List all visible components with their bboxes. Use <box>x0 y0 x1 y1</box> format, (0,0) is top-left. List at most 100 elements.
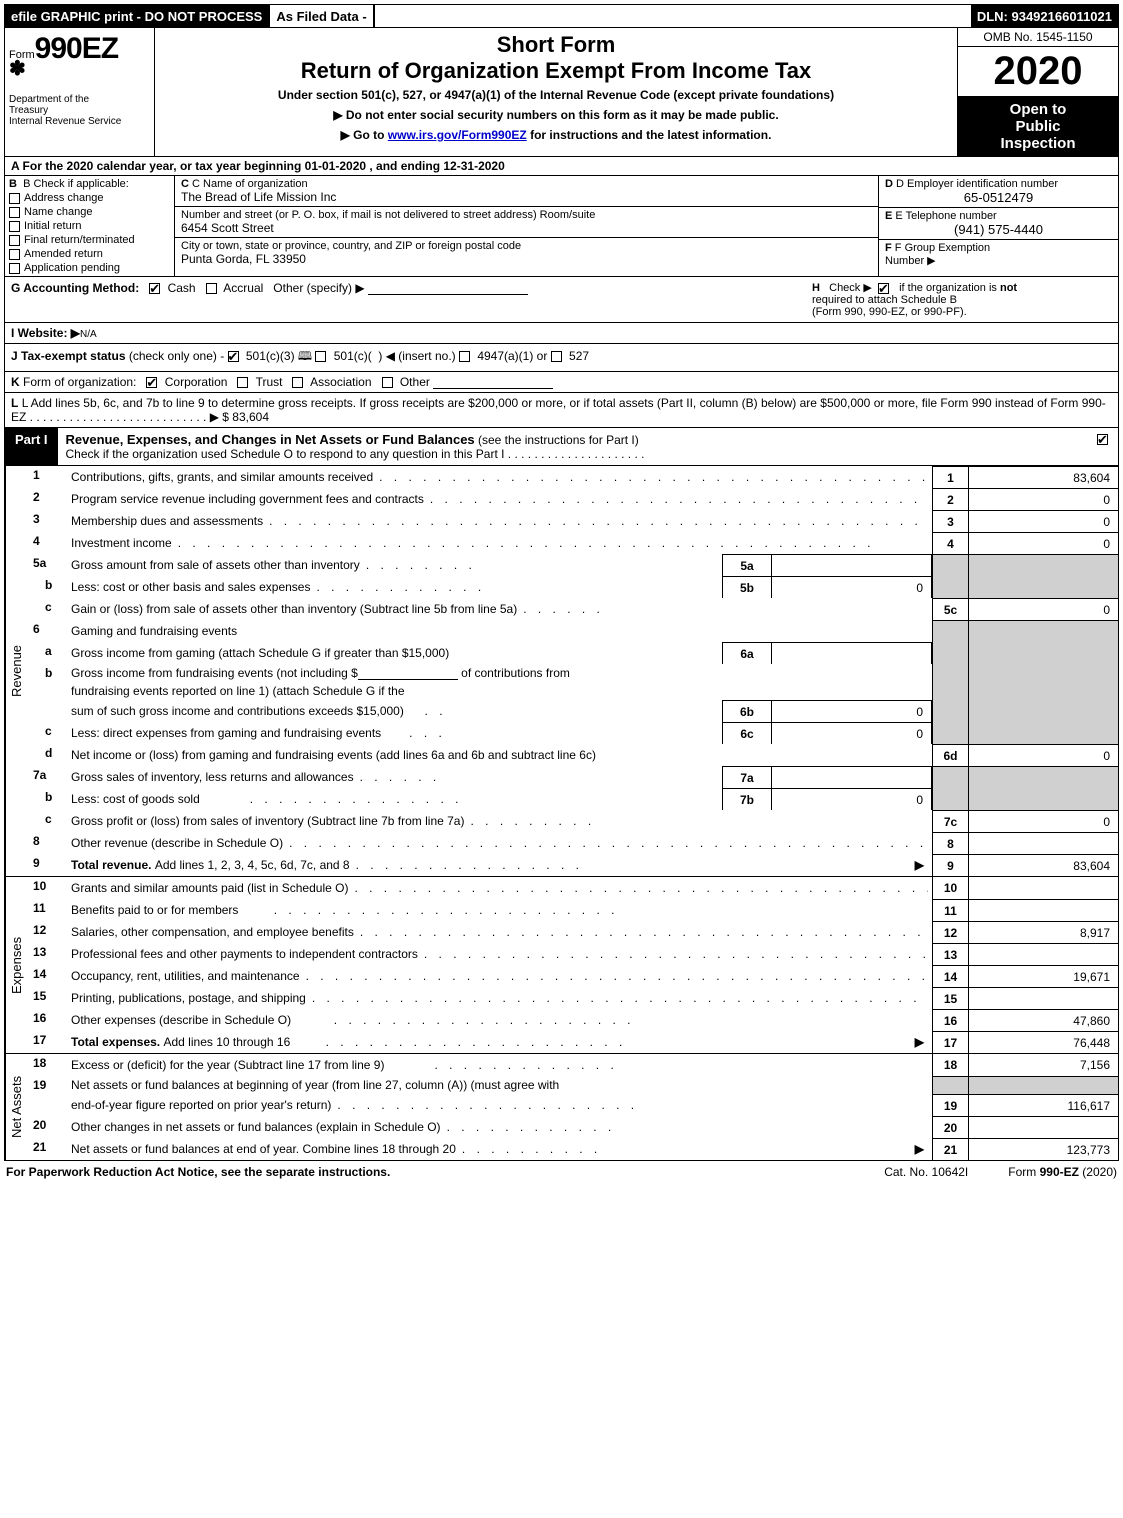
numcell-shade <box>932 682 968 700</box>
irs-link[interactable]: www.irs.gov/Form990EZ <box>388 128 527 142</box>
phone-value: (941) 575-4440 <box>885 222 1112 237</box>
dots: . . . . . . . . . . . . . . . <box>200 792 718 806</box>
row-i: I Website: ▶N/A <box>4 323 1119 344</box>
d-ein-row: D D Employer identification number 65-05… <box>879 176 1118 208</box>
line-1: 1 Contributions, gifts, grants, and simi… <box>27 466 1118 488</box>
chk-527[interactable] <box>551 351 562 362</box>
lnum: 1 <box>27 466 67 488</box>
line-5a: 5a Gross amount from sale of assets othe… <box>27 554 1118 576</box>
spacer <box>772 664 932 682</box>
numcell: 4 <box>932 532 968 554</box>
ldesc: Total revenue. Add lines 1, 2, 3, 4, 5c,… <box>67 854 932 876</box>
desc-text: Occupancy, rent, utilities, and maintena… <box>71 969 300 983</box>
desc-text: Other expenses (describe in Schedule O) <box>71 1013 291 1027</box>
arrow-icon: ▶ <box>911 858 928 872</box>
valcell: 123,773 <box>968 1138 1118 1160</box>
dots: . . . . . . . . . . . . . . . . <box>350 858 911 872</box>
numcell-shade <box>932 642 968 664</box>
chk-application-pending[interactable]: Application pending <box>9 262 170 274</box>
chk-accrual[interactable] <box>206 283 217 294</box>
desc-text: Printing, publications, postage, and shi… <box>71 991 306 1005</box>
spacer <box>722 682 772 700</box>
numcell-shade <box>932 1076 968 1094</box>
chk-name-change[interactable]: Name change <box>9 206 170 218</box>
desc-text: Professional fees and other payments to … <box>71 947 418 961</box>
valcell-shade <box>968 700 1118 722</box>
lnum: 15 <box>27 987 67 1009</box>
line-6: 6 Gaming and fundraising events <box>27 620 1118 642</box>
chk-other-org[interactable] <box>382 377 393 388</box>
valcell-shade <box>968 766 1118 788</box>
f-label: F F Group Exemption <box>885 242 1112 254</box>
valcell: 116,617 <box>968 1094 1118 1116</box>
dln-label: DLN: 93492166011021 <box>971 5 1118 27</box>
chk-501c3[interactable] <box>228 351 239 362</box>
line-6c: c Less: direct expenses from gaming and … <box>27 722 1118 744</box>
dots: . . . . . . . . . . . . . . . . . . . . … <box>283 836 928 850</box>
dots: . . . . . . <box>354 770 718 784</box>
numcell: 9 <box>932 854 968 876</box>
midnum: 6a <box>722 642 772 664</box>
midval: 0 <box>772 722 932 744</box>
instruction-2: ▶ Go to www.irs.gov/Form990EZ for instru… <box>163 128 949 142</box>
dots: . . . . . . . . . . . . <box>310 580 718 594</box>
midval: 0 <box>772 576 932 598</box>
ldesc: Less: cost or other basis and sales expe… <box>67 576 722 598</box>
omb-number: OMB No. 1545-1150 <box>958 28 1118 47</box>
col-cde: C C Name of organization The Bread of Li… <box>175 176 878 276</box>
lnum: 3 <box>27 510 67 532</box>
e-label: E E Telephone number <box>885 210 1112 222</box>
other-org-line[interactable] <box>433 375 553 389</box>
dots: . . . . . . . . . . . . . . . . . . . . … <box>424 492 928 506</box>
lnum: 18 <box>27 1054 67 1076</box>
line-7b: b Less: cost of goods sold . . . . . . .… <box>27 788 1118 810</box>
lnum: b <box>27 576 67 598</box>
chk-label: Amended return <box>24 248 103 260</box>
numcell: 20 <box>932 1116 968 1138</box>
chk-initial-return[interactable]: Initial return <box>9 220 170 232</box>
lnum: 2 <box>27 488 67 510</box>
chk-trust[interactable] <box>237 377 248 388</box>
chk-corporation[interactable] <box>146 377 157 388</box>
valcell <box>968 987 1118 1009</box>
other-specify-line[interactable] <box>368 281 528 295</box>
i-label: I Website: ▶ <box>11 326 80 340</box>
form-number: 990EZ <box>35 32 118 65</box>
contrib-amount[interactable] <box>358 666 458 680</box>
ldesc: Gross income from gaming (attach Schedul… <box>67 642 722 664</box>
line-6b-1: b Gross income from fundraising events (… <box>27 664 1118 682</box>
ldesc: Less: cost of goods sold . . . . . . . .… <box>67 788 722 810</box>
numcell-shade <box>932 722 968 744</box>
numcell-shade <box>932 700 968 722</box>
c-lbl-text: C Name of organization <box>192 178 308 190</box>
ldesc: Other changes in net assets or fund bala… <box>67 1116 932 1138</box>
chk-address-change[interactable]: Address change <box>9 192 170 204</box>
numcell-shade <box>932 766 968 788</box>
numcell: 17 <box>932 1031 968 1053</box>
ldesc: Gross amount from sale of assets other t… <box>67 554 722 576</box>
efile-label: efile GRAPHIC print - DO NOT PROCESS <box>5 5 268 27</box>
chk-schedule-b[interactable] <box>878 283 889 294</box>
line-7a: 7a Gross sales of inventory, less return… <box>27 766 1118 788</box>
chk-final-return[interactable]: Final return/terminated <box>9 234 170 246</box>
valcell: 0 <box>968 488 1118 510</box>
ldesc: Benefits paid to or for members . . . . … <box>67 899 932 921</box>
chk-cash[interactable] <box>149 283 160 294</box>
desc-text: Net assets or fund balances at beginning… <box>71 1078 559 1092</box>
chk-label: Name change <box>24 206 93 218</box>
line-17: 17 Total expenses. Add lines 10 through … <box>27 1031 1118 1053</box>
ldesc: Gross sales of inventory, less returns a… <box>67 766 722 788</box>
l-dots: . . . . . . . . . . . . . . . . . . . . … <box>26 410 219 424</box>
line-18: 18 Excess or (deficit) for the year (Sub… <box>27 1054 1118 1076</box>
chk-association[interactable] <box>292 377 303 388</box>
ldesc: sum of such gross income and contributio… <box>67 700 722 722</box>
chk-schedule-o[interactable] <box>1097 434 1108 445</box>
chk-amended-return[interactable]: Amended return <box>9 248 170 260</box>
dots: . . . . . . . . . . . . . . . . . . . . … <box>348 881 928 895</box>
lnum: d <box>27 744 67 766</box>
dots: . . . . . . . . . . . . . . . . . . . . … <box>300 969 928 983</box>
chk-501c[interactable] <box>315 351 326 362</box>
line-6b-3: sum of such gross income and contributio… <box>27 700 1118 722</box>
chk-4947[interactable] <box>459 351 470 362</box>
part-i-header: Part I Revenue, Expenses, and Changes in… <box>4 428 1119 466</box>
